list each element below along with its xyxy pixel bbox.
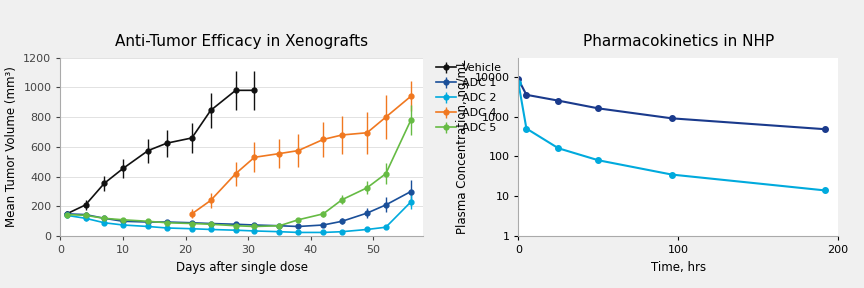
ADC dark blue <box>820 128 830 131</box>
ADC light blue <box>521 127 531 130</box>
ADC light blue <box>593 158 603 162</box>
ADC dark blue <box>513 78 524 81</box>
Legend: Vehicle, ADC 1, ADC 2, ADC 4, ADC 5: Vehicle, ADC 1, ADC 2, ADC 4, ADC 5 <box>436 63 502 133</box>
Title: Anti-Tumor Efficacy in Xenografts: Anti-Tumor Efficacy in Xenografts <box>116 35 368 50</box>
ADC dark blue <box>667 117 677 120</box>
Y-axis label: Mean Tumor Volume (mm³): Mean Tumor Volume (mm³) <box>5 67 18 227</box>
ADC light blue <box>553 147 563 150</box>
ADC light blue <box>513 81 524 85</box>
ADC dark blue <box>521 93 531 96</box>
Line: ADC dark blue: ADC dark blue <box>516 77 828 132</box>
X-axis label: Days after single dose: Days after single dose <box>176 261 308 274</box>
X-axis label: Time, hrs: Time, hrs <box>651 261 706 274</box>
ADC dark blue <box>593 107 603 110</box>
Line: ADC light blue: ADC light blue <box>516 80 828 193</box>
ADC light blue <box>667 173 677 176</box>
Y-axis label: Plasma Concentration, ng/mL: Plasma Concentration, ng/mL <box>456 60 469 234</box>
ADC dark blue <box>553 99 563 102</box>
Title: Pharmacokinetics in NHP: Pharmacokinetics in NHP <box>582 35 774 50</box>
ADC light blue <box>820 189 830 192</box>
